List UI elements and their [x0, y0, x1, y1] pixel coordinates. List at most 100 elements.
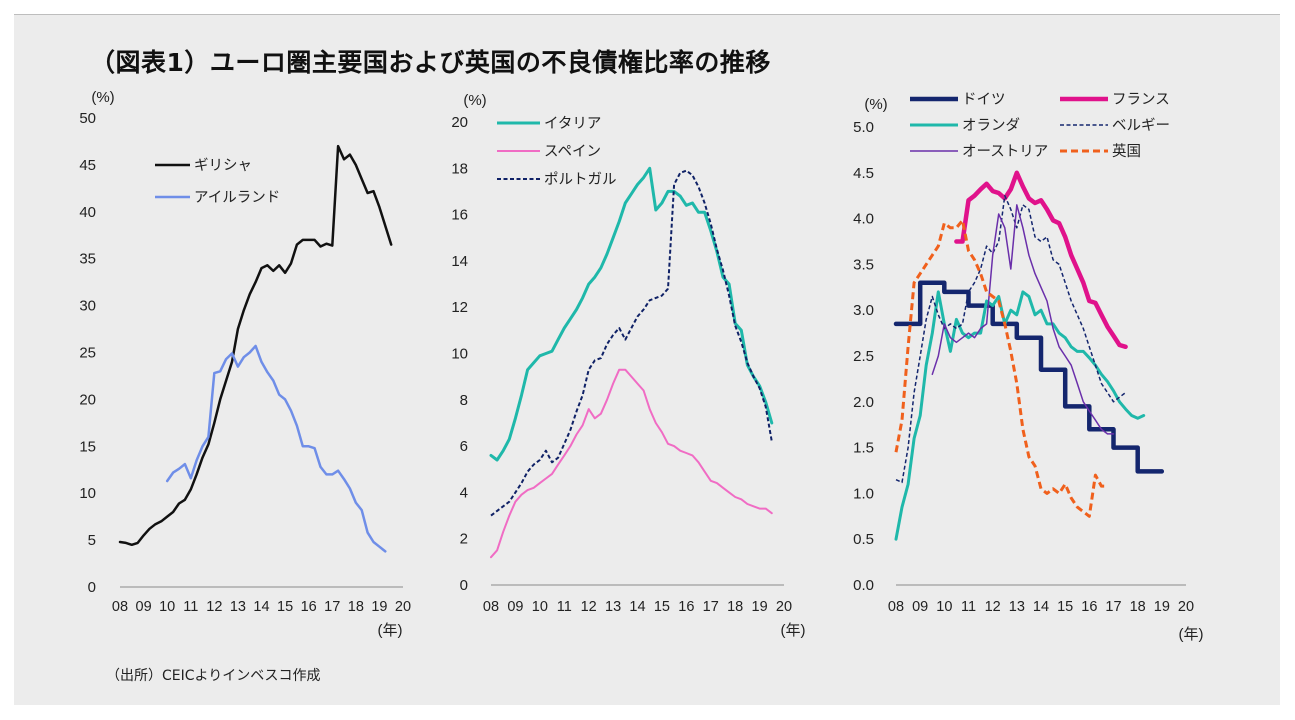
x-tick-label: 11: [557, 599, 572, 615]
y-tick-label: 5.0: [853, 119, 874, 136]
x-tick-label: 20: [395, 599, 411, 615]
x-tick-label: 17: [324, 599, 340, 615]
y-tick-label: 8: [460, 392, 468, 409]
x-tick-label: 13: [230, 599, 246, 615]
x-tick-label: 18: [727, 599, 743, 615]
legend-label: フランス: [1112, 92, 1170, 108]
legend-label: オーストリア: [962, 144, 1048, 160]
page-title: （図表1）ユーロ圏主要国および英国の不良債権比率の推移: [90, 48, 771, 77]
x-tick-label: 14: [253, 599, 269, 615]
chart-2: 0 2 4 6 8 10 12 14 16 18 20 (%) 08 09 10 11 12 13 14 15 16 17…: [451, 92, 805, 639]
chart-panel: （図表1）ユーロ圏主要国および英国の不良債権比率の推移 0 5 10 15 20 25 30…: [14, 14, 1280, 705]
x-tick-label: 10: [532, 599, 548, 615]
x-tick-label: 20: [1178, 599, 1194, 615]
x-tick-label: 15: [277, 599, 293, 615]
chart-1: 0 5 10 15 20 25 30 35 40 45 50 (%) 08 09 10 11 12 13 14 15 1…: [79, 89, 411, 639]
legend-label: イタリア: [544, 115, 601, 132]
x-tick-label: 19: [752, 599, 768, 615]
y-tick-label: 4.0: [853, 211, 874, 228]
x-tick-label: 20: [776, 599, 792, 615]
x-tick-label: 12: [581, 599, 597, 615]
y-tick-label: 0: [88, 579, 96, 596]
legend-label: スペイン: [544, 144, 601, 160]
x-tick-label: 13: [605, 599, 621, 615]
series-line-3-1: [893, 280, 1165, 474]
x-tick-label: 09: [912, 599, 928, 615]
y-tick-label: 45: [79, 157, 96, 174]
x-tick-label: 18: [1130, 599, 1146, 615]
y-tick-label: 25: [79, 345, 96, 362]
x-unit-label: (年): [378, 622, 403, 639]
x-tick-label: 09: [507, 599, 523, 615]
y-unit-label: (%): [864, 96, 887, 113]
y-tick-label: 10: [79, 485, 96, 502]
x-tick-label: 08: [112, 599, 128, 615]
x-tick-label: 17: [703, 599, 719, 615]
y-tick-label: 50: [79, 110, 96, 127]
x-tick-label: 13: [1009, 599, 1025, 615]
y-tick-label: 3.0: [853, 302, 874, 319]
y-tick-label: 2.0: [853, 394, 874, 411]
x-tick-label: 16: [1081, 599, 1097, 615]
x-tick-label: 14: [629, 599, 645, 615]
x-tick-label: 08: [483, 599, 499, 615]
legend-label: オランダ: [962, 117, 1020, 134]
x-tick-label: 16: [301, 599, 317, 615]
x-tick-label: 17: [1105, 599, 1121, 615]
x-unit-label: (年): [781, 622, 806, 639]
y-tick-label: 4.5: [853, 165, 874, 182]
series-line-2-1: [489, 166, 774, 462]
x-tick-label: 12: [206, 599, 222, 615]
x-tick-label: 15: [654, 599, 670, 615]
x-tick-label: 18: [348, 599, 364, 615]
y-tick-label: 2.5: [853, 348, 874, 365]
legend-label: ドイツ: [962, 92, 1006, 108]
y-tick-label: 15: [79, 438, 96, 455]
y-tick-label: 0.0: [853, 577, 874, 594]
y-tick-label: 20: [79, 391, 96, 408]
y-tick-label: 5: [88, 532, 96, 549]
y-tick-label: 18: [451, 160, 468, 177]
x-tick-label: 19: [1154, 599, 1170, 615]
series-line-2-3: [490, 169, 773, 517]
x-tick-label: 16: [678, 599, 694, 615]
x-tick-label: 09: [136, 599, 152, 615]
chart-3: 0.0 0.5 1.0 1.5 2.0 2.5 3.0 3.5 4.0 4.5 5.0 (%) 08 09…: [853, 92, 1203, 643]
y-tick-label: 16: [451, 207, 468, 224]
y-tick-label: 3.5: [853, 256, 874, 273]
y-tick-label: 4: [460, 484, 468, 501]
series-line-1-1: [118, 144, 393, 547]
y-tick-label: 30: [79, 298, 96, 315]
x-tick-label: 14: [1033, 599, 1049, 615]
legend-label: 英国: [1112, 142, 1141, 160]
x-tick-label: 10: [159, 599, 175, 615]
y-tick-label: 6: [460, 438, 468, 455]
y-tick-label: 1.5: [853, 440, 874, 457]
y-tick-label: 12: [451, 299, 468, 316]
y-tick-label: 0: [460, 577, 468, 594]
series-line-1-2: [165, 344, 387, 553]
x-tick-label: 11: [183, 599, 198, 615]
y-tick-label: 1.0: [853, 485, 874, 502]
y-tick-label: 35: [79, 251, 96, 268]
x-tick-label: 19: [371, 599, 387, 615]
x-tick-label: 12: [985, 599, 1001, 615]
series-line-3-6: [894, 218, 1108, 518]
y-unit-label: (%): [91, 89, 114, 106]
y-tick-label: 20: [451, 114, 468, 131]
legend-label: ベルギー: [1112, 117, 1170, 134]
x-tick-label: 11: [961, 599, 976, 615]
x-tick-label: 10: [936, 599, 952, 615]
y-unit-label: (%): [463, 92, 486, 109]
y-tick-label: 14: [451, 253, 468, 270]
source-note: （出所）CEICよりインベスコ作成: [106, 668, 321, 684]
x-tick-label: 08: [888, 599, 904, 615]
series-line-3-3: [894, 290, 1146, 541]
series-line-3-5: [931, 204, 1115, 435]
legend-label: ギリシャ: [194, 157, 252, 174]
y-tick-label: 10: [451, 346, 468, 363]
y-tick-label: 0.5: [853, 531, 874, 548]
y-tick-label: 2: [460, 531, 468, 548]
legend-label: ポルトガル: [544, 171, 617, 188]
